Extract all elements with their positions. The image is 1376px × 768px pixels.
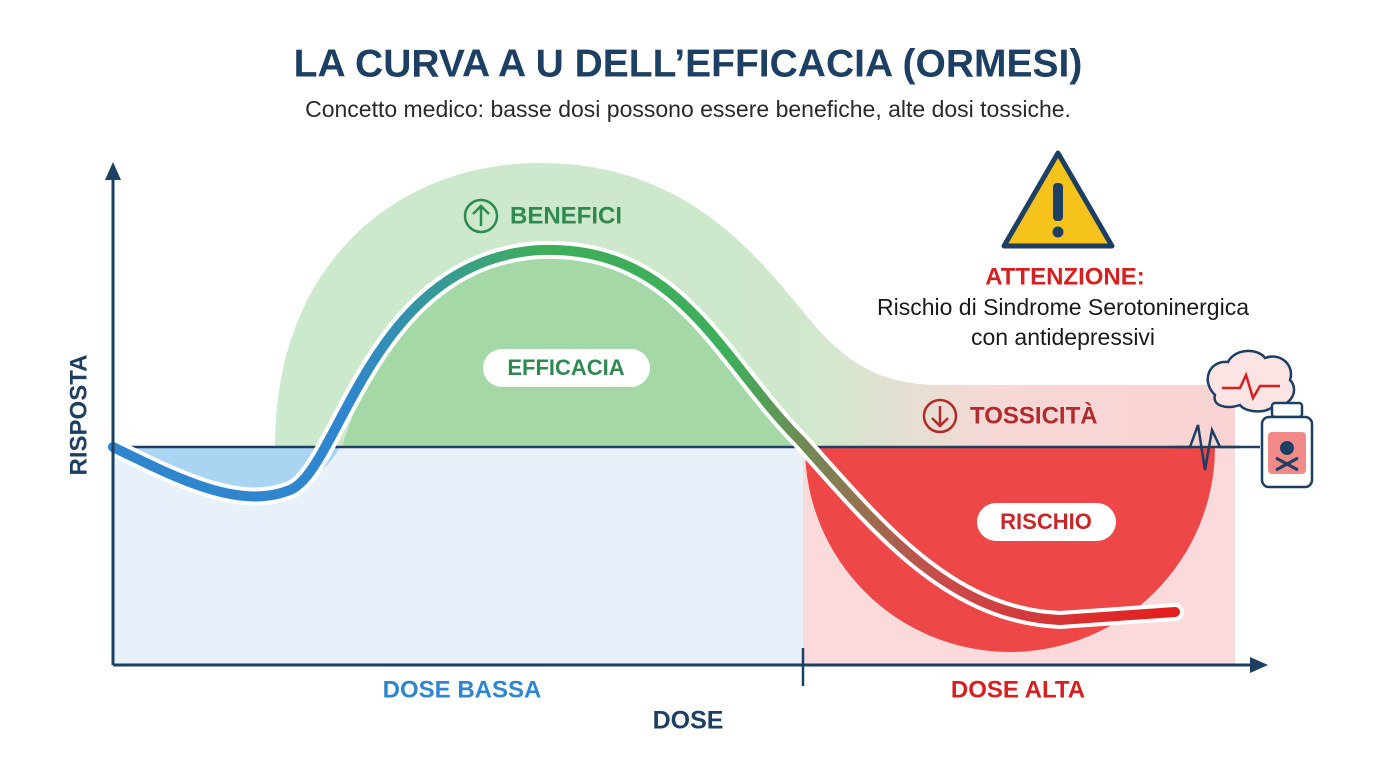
up-arrow <box>472 204 490 226</box>
warning-title: ATTENZIONE: <box>985 263 1145 290</box>
y-arrow <box>105 162 121 180</box>
efficacy-area <box>342 249 800 447</box>
y-label: RISPOSTA <box>65 355 92 476</box>
up-icon <box>463 198 499 234</box>
brain-pulse <box>1222 371 1280 402</box>
heartbeat <box>1175 424 1260 471</box>
title: LA CURVA A U DELL’EFFICACIA (ORMESI) <box>294 42 1083 85</box>
risk-area <box>805 447 1215 652</box>
vial-cap <box>1270 401 1304 419</box>
warning-line: Rischio di Sindrome Serotoninergica <box>877 294 1249 320</box>
efficacy-label: EFFICACIA <box>507 355 624 380</box>
low-dose-label: DOSE BASSA <box>383 676 542 703</box>
subtitle: Concetto medico: basse dosi possono esse… <box>305 96 1071 122</box>
crossbones <box>1275 456 1299 472</box>
down-icon <box>922 398 958 434</box>
down-arrow <box>931 406 949 428</box>
response-curve <box>108 244 1180 626</box>
toxicity-title: TOSSICITÀ <box>970 401 1098 429</box>
x-arrow <box>1250 657 1268 673</box>
risk-pill <box>977 503 1116 541</box>
efficacy-pill <box>483 349 650 387</box>
brain-icon <box>1206 349 1296 413</box>
x-label: DOSE <box>653 707 724 735</box>
warning-bang <box>1053 183 1063 221</box>
benefit-title: BENEFICI <box>510 202 622 229</box>
high-dose-label: DOSE ALTA <box>951 676 1085 703</box>
warning-dot <box>1052 226 1064 238</box>
risk-label: RISCHIO <box>1000 509 1092 534</box>
skull <box>1280 441 1294 455</box>
warning-line: con antidepressivi <box>971 324 1155 350</box>
